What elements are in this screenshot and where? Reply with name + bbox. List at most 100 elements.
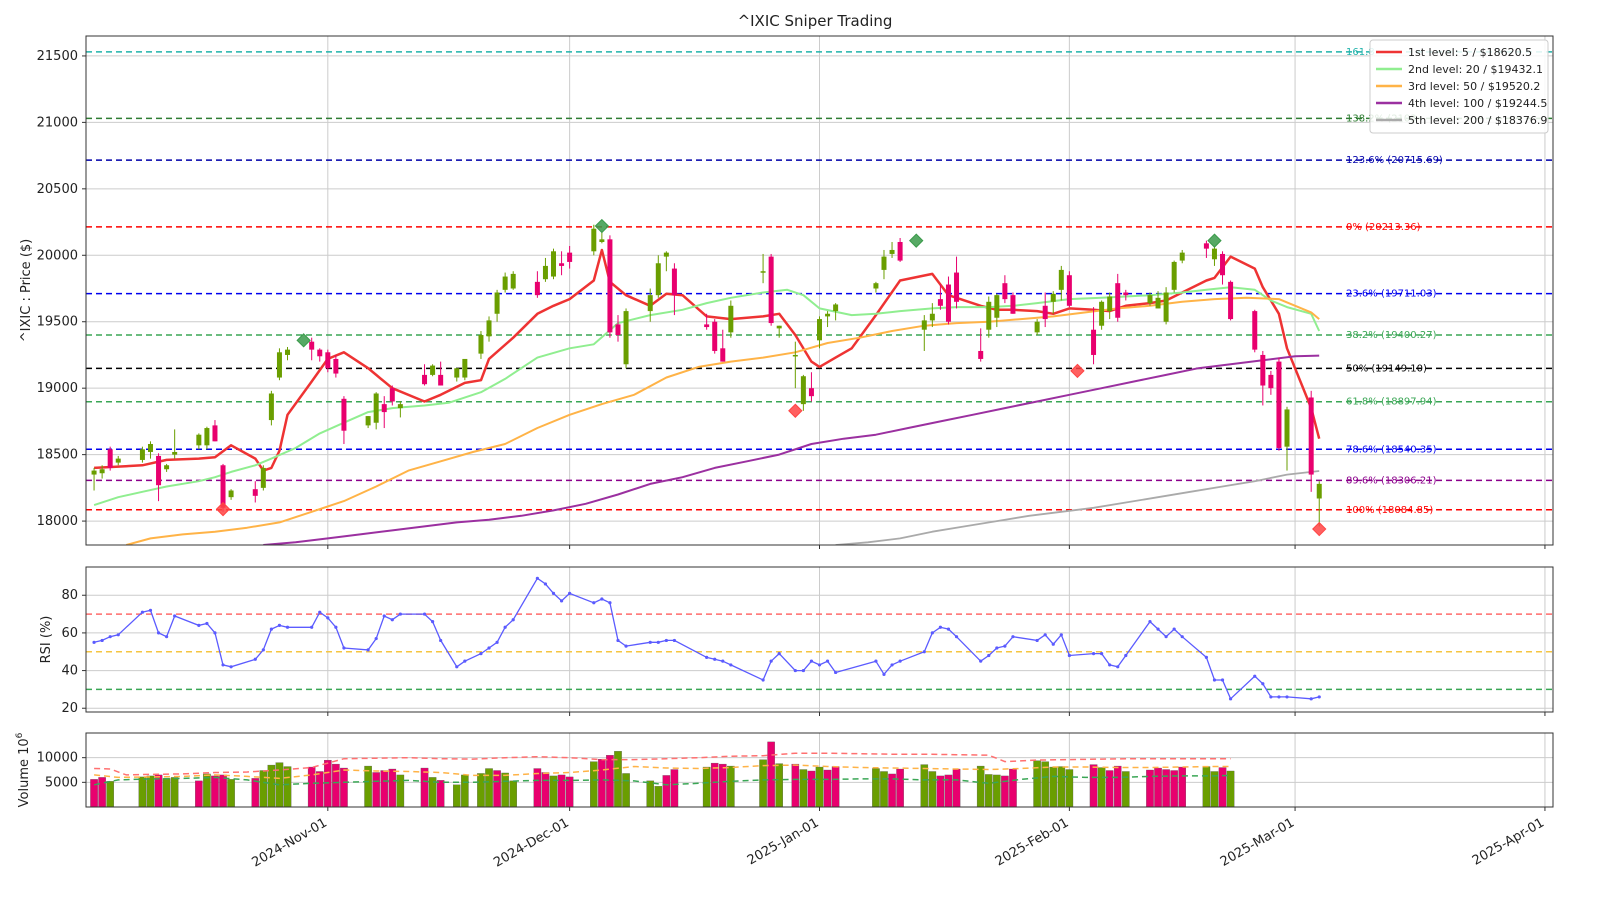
volume-bar-down [541, 772, 550, 807]
rsi-point [568, 591, 572, 595]
candle-body [760, 271, 766, 273]
candle-up [655, 255, 661, 298]
candle-body [776, 325, 782, 329]
candle-up [1034, 319, 1040, 336]
candle-body [937, 299, 943, 306]
candle-body [220, 465, 226, 508]
rsi-point [479, 652, 483, 656]
rsi-point [495, 640, 499, 644]
volume-bar-down [340, 767, 348, 807]
candle-up [921, 315, 927, 351]
price-y-axis-label: ^IXIC : Price ($) [19, 239, 34, 342]
volume-bar-down [98, 777, 106, 807]
candle-body [438, 374, 444, 386]
fib-level-label: 100% (18084.85) [1346, 505, 1433, 516]
candle-body [792, 354, 798, 357]
rsi-point [1108, 663, 1112, 667]
candle-body [1066, 275, 1072, 306]
rsi-point [108, 635, 112, 639]
y-tick-label: 60 [61, 626, 78, 641]
candle-up [623, 308, 629, 369]
rsi-point [705, 655, 709, 659]
candle-body [929, 313, 935, 321]
candle-up [776, 325, 782, 338]
rsi-point [672, 638, 677, 643]
candle-up [889, 241, 895, 258]
rsi-point [229, 665, 233, 669]
rsi-point [398, 612, 402, 616]
volume-bar-up [485, 768, 493, 807]
volume-bar-down [952, 768, 961, 807]
rsi-point [511, 618, 515, 622]
candle-body [1228, 281, 1234, 320]
volume-bar-down [670, 769, 679, 807]
candle-body [1050, 293, 1056, 302]
candle-down [945, 276, 951, 325]
candle-up [510, 271, 516, 290]
candle-body [454, 368, 460, 378]
candle-down [768, 253, 774, 326]
volume-ma-line [93, 774, 1231, 786]
candle-up [1058, 265, 1064, 301]
rsi-point [1156, 627, 1160, 631]
volume-bars [90, 741, 1235, 807]
candle-down [325, 349, 331, 373]
candle-body [1002, 283, 1008, 300]
candle-body [1147, 295, 1153, 304]
candle-body [1203, 243, 1209, 249]
candle-down [381, 396, 387, 429]
volume-bar-down [219, 774, 227, 807]
candle-body [1091, 329, 1097, 355]
candle-body [196, 434, 202, 446]
rsi-point [543, 582, 548, 586]
rsi-point [503, 625, 507, 629]
candle-up [91, 467, 97, 491]
rsi-point [92, 640, 96, 644]
candle-body [91, 470, 97, 475]
candle-body [647, 295, 653, 312]
candle-body [1042, 305, 1048, 320]
rsi-point [825, 659, 830, 663]
candle-body [663, 252, 669, 257]
candle-body [1316, 483, 1322, 499]
rsi-point [1172, 627, 1176, 631]
rsi-y-axis-label: RSI (%) [39, 616, 54, 664]
candle-down [341, 396, 347, 444]
candle-body [921, 320, 927, 330]
rsi-point [100, 638, 104, 643]
candle-up [551, 248, 557, 280]
candle-body [462, 358, 468, 378]
volume-y-ticks: 5000 10000 [37, 751, 86, 790]
legend-label: 4th level: 100 / $19244.5 [1408, 97, 1547, 110]
candle-body [1171, 261, 1177, 290]
candle-body [712, 321, 718, 351]
candle-up [663, 251, 669, 272]
volume-bar-down [896, 768, 904, 807]
volume-bar-down [380, 770, 389, 807]
candle-down [422, 364, 428, 386]
candle-up [792, 341, 798, 389]
candle-up [462, 358, 468, 381]
candle-up [1155, 291, 1161, 309]
y-tick-label: 5000 [45, 775, 78, 790]
rsi-point [1269, 695, 1273, 699]
buy-signal-marker [296, 333, 311, 348]
candle-body [365, 416, 371, 426]
candle-down [438, 361, 444, 386]
candle-up [1147, 292, 1153, 306]
rsi-point [1317, 695, 1321, 699]
volume-bar-up [1049, 766, 1058, 807]
candle-body [1276, 361, 1282, 448]
rsi-point [156, 631, 161, 635]
rsi-point [463, 659, 467, 663]
volume-bar-up [622, 773, 630, 807]
candle-body [260, 467, 266, 488]
rsi-point [713, 657, 717, 661]
legend-label: 5th level: 200 / $18376.9 [1408, 114, 1547, 127]
candle-body [655, 263, 661, 296]
volume-bar-down [1009, 768, 1017, 807]
sell-signal-marker [215, 501, 231, 517]
candle-body [994, 295, 1000, 318]
rsi-point [1059, 633, 1063, 637]
